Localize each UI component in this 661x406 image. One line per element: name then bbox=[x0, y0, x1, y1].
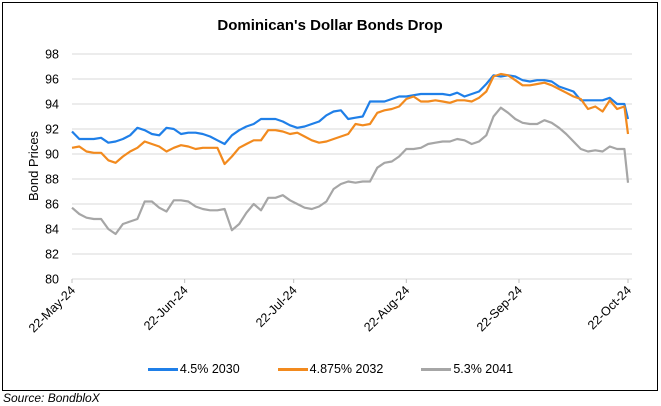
y-tick-label: 94 bbox=[45, 98, 59, 112]
x-tick-label: 22-May-24 bbox=[26, 283, 78, 335]
legend-swatch-4-5-2030 bbox=[147, 367, 178, 371]
legend: 4.5% 2030 4.875% 2032 5.3% 2041 bbox=[0, 362, 661, 376]
legend-label: 4.875% 2032 bbox=[309, 362, 384, 376]
y-tick-label: 86 bbox=[45, 198, 59, 212]
series-line-5-3-2041 bbox=[71, 106, 630, 236]
series-line-4-5-2030 bbox=[71, 74, 630, 146]
source-note: Source: BondbloX bbox=[3, 391, 100, 405]
y-axis-label: Bond Prices bbox=[26, 130, 41, 201]
x-tick-label: 22-Aug-24 bbox=[361, 283, 412, 334]
y-tick-label: 98 bbox=[45, 48, 59, 62]
x-tick-label: 22-Oct-24 bbox=[585, 283, 634, 332]
legend-swatch-5-3-2041 bbox=[421, 367, 452, 371]
legend-item: 4.5% 2030 bbox=[147, 362, 240, 376]
legend-label: 5.3% 2041 bbox=[453, 362, 514, 376]
chart-title: Dominican's Dollar Bonds Drop bbox=[217, 17, 443, 34]
y-tick-label: 82 bbox=[45, 248, 59, 262]
x-tick-label: 22-Jul-24 bbox=[253, 283, 300, 330]
y-tick-label: 90 bbox=[45, 148, 59, 162]
y-tick-label: 92 bbox=[45, 123, 59, 137]
y-tick-labels: 80 82 84 86 88 90 92 94 96 98 bbox=[45, 48, 59, 287]
legend-label: 4.5% 2030 bbox=[179, 362, 240, 376]
x-tick-labels: 22-May-24 22-Jun-24 22-Jul-24 22-Aug-24 22-S… bbox=[26, 283, 634, 335]
legend-item: 5.3% 2041 bbox=[421, 362, 513, 376]
y-tick-label: 84 bbox=[45, 223, 59, 237]
legend-item: 4.875% 2032 bbox=[277, 362, 384, 376]
series-line-4-875-2032 bbox=[71, 72, 630, 166]
x-tick-label: 22-Jun-24 bbox=[141, 283, 191, 333]
series-lines bbox=[71, 72, 630, 236]
y-tick-label: 88 bbox=[45, 173, 59, 187]
y-tick-label: 80 bbox=[45, 273, 59, 287]
y-tick-label: 96 bbox=[45, 73, 59, 87]
gridlines bbox=[71, 53, 632, 283]
x-tick-label: 22-Sep-24 bbox=[474, 283, 525, 334]
legend-swatch-4-875-2032 bbox=[277, 367, 308, 371]
